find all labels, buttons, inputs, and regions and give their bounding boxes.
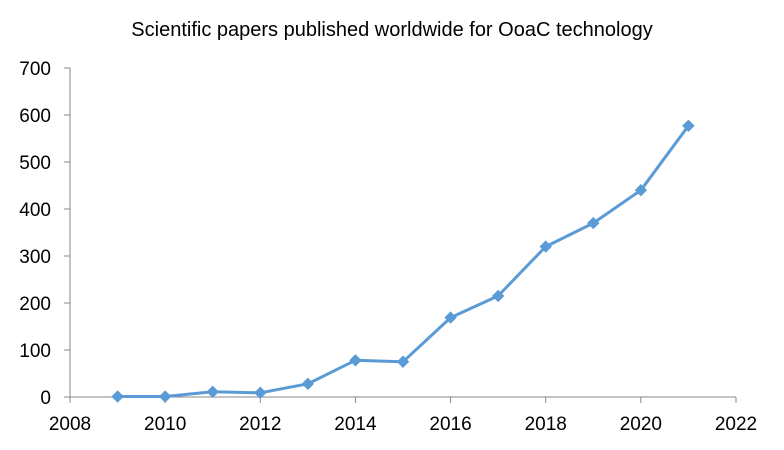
x-tick-label: 2016	[429, 414, 471, 435]
data-point-diamond	[396, 355, 410, 368]
data-point-diamond	[349, 354, 362, 367]
data-point-diamond	[491, 289, 505, 303]
y-tick-label: 200	[19, 294, 51, 315]
y-tick-label: 100	[19, 341, 51, 362]
y-tick-label: 300	[19, 247, 51, 268]
data-point-diamond	[206, 385, 219, 399]
x-tick-label: 2022	[715, 414, 757, 435]
x-axis-ticks: 2008 2010 2012 2014 2016 2018 2020 2022	[49, 397, 757, 435]
y-axis-ticks: 0 100 200 300 400 500 600 700	[19, 59, 70, 409]
x-tick-label: 2014	[334, 414, 377, 435]
x-tick-label: 2010	[144, 414, 186, 435]
series-layer	[111, 119, 695, 403]
data-point-diamond	[301, 377, 315, 391]
data-point-diamond	[254, 386, 267, 399]
axes	[69, 68, 736, 398]
data-point-diamond	[587, 216, 600, 230]
y-tick-label: 600	[19, 106, 51, 127]
data-point-diamond	[444, 311, 457, 324]
x-tick-label: 2018	[525, 414, 567, 435]
y-tick-label: 500	[19, 153, 51, 174]
data-point-diamond	[111, 390, 124, 403]
data-point-diamond	[682, 119, 695, 133]
x-tick-label: 2020	[620, 414, 662, 435]
data-point-diamond	[158, 390, 172, 403]
y-tick-label: 400	[19, 200, 51, 221]
x-tick-label: 2008	[49, 414, 91, 435]
x-tick-label: 2012	[239, 414, 281, 435]
chart-title: Scientific papers published worldwide fo…	[131, 19, 652, 41]
data-point-diamond	[634, 183, 648, 197]
data-point-diamond	[539, 240, 552, 253]
y-tick-label: 700	[19, 59, 51, 80]
y-tick-label: 0	[40, 388, 51, 409]
